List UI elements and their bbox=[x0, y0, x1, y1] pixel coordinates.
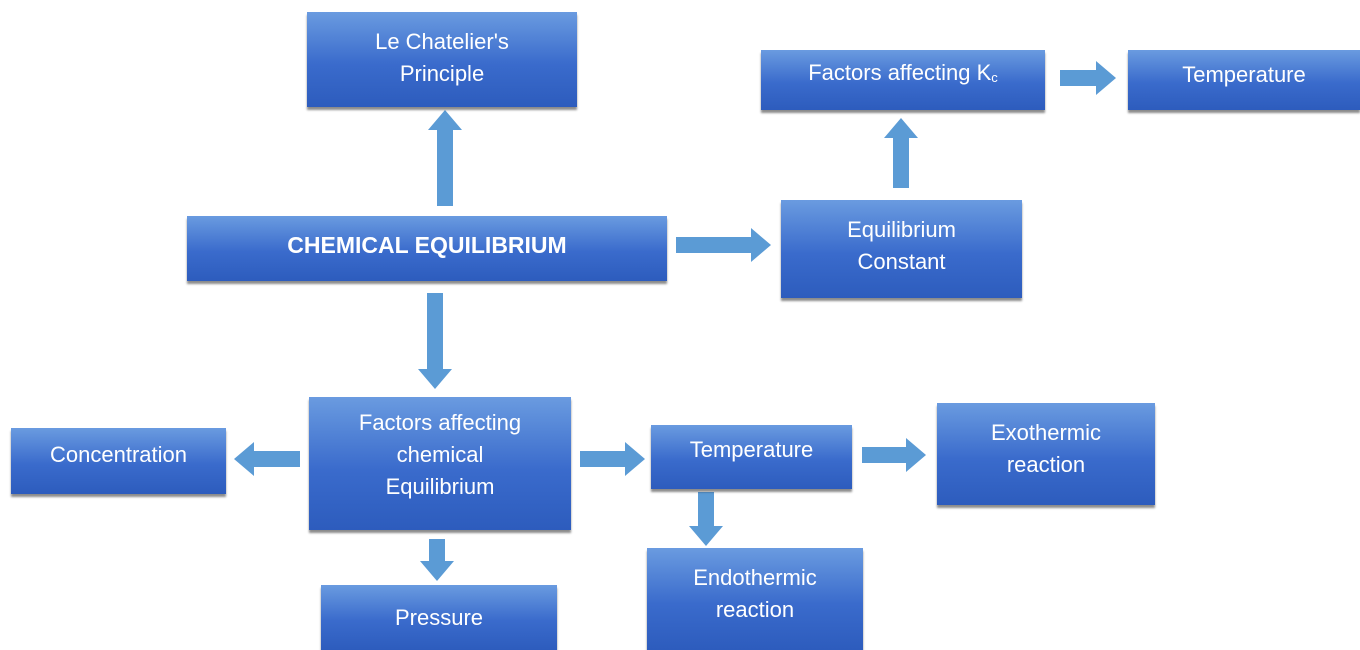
node: Factors affecting chemical Equilibrium bbox=[309, 397, 571, 530]
node-label: Factors affecting bbox=[358, 410, 522, 435]
node: Concentration bbox=[11, 428, 226, 494]
node-label: CHEMICAL EQUILIBRIUM bbox=[287, 231, 567, 258]
node: Temperature bbox=[651, 425, 852, 489]
node-label: Exothermic bbox=[990, 420, 1102, 445]
arrow bbox=[418, 293, 452, 389]
arrow bbox=[428, 110, 462, 206]
node-label: reaction bbox=[1006, 452, 1086, 477]
subscript: c bbox=[991, 69, 998, 85]
node-label: Endothermic bbox=[693, 565, 817, 590]
node: Exothermic reaction bbox=[937, 403, 1155, 505]
node-label: Principle bbox=[399, 61, 485, 86]
node-label: chemical bbox=[396, 442, 484, 467]
node: Pressure bbox=[321, 585, 557, 650]
arrow bbox=[689, 492, 723, 546]
node-label: reaction bbox=[715, 597, 795, 622]
node-label: Le Chatelier's bbox=[375, 29, 509, 54]
node: Equilibrium Constant bbox=[781, 200, 1022, 298]
arrow bbox=[1060, 61, 1116, 95]
arrow bbox=[234, 442, 300, 476]
node-label: Temperature bbox=[1182, 62, 1306, 87]
node-label: Equilibrium bbox=[847, 217, 956, 242]
arrow bbox=[580, 442, 645, 476]
arrow bbox=[676, 228, 771, 262]
node: Endothermic reaction bbox=[647, 548, 863, 650]
node: CHEMICAL EQUILIBRIUM bbox=[187, 216, 667, 281]
arrow bbox=[420, 539, 454, 581]
node: Temperature bbox=[1128, 50, 1360, 110]
node-label: Equilibrium bbox=[385, 474, 495, 499]
node: Factors affecting Kc bbox=[761, 50, 1045, 110]
arrow bbox=[884, 118, 918, 188]
node-label: Concentration bbox=[50, 442, 187, 467]
node-label: Factors affecting Kc bbox=[808, 57, 998, 94]
node-label: Constant bbox=[857, 249, 946, 274]
node: Le Chatelier's Principle bbox=[307, 12, 577, 107]
node-label-text: Factors affecting K bbox=[808, 59, 992, 85]
arrow bbox=[862, 438, 926, 472]
node-label: Pressure bbox=[394, 604, 484, 630]
node-label: Temperature bbox=[689, 437, 814, 462]
